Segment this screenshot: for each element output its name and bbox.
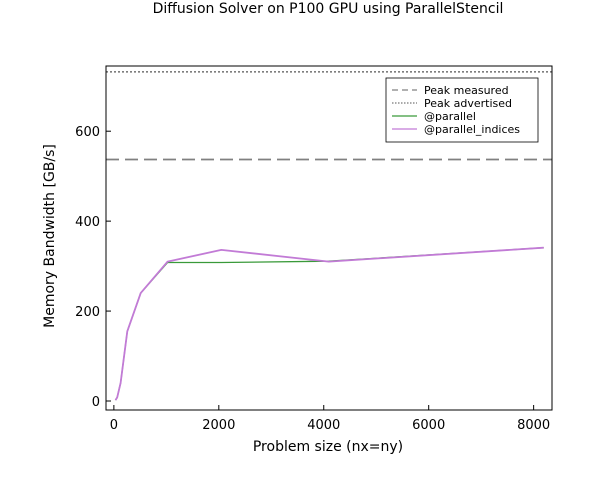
- series-line-0: [114, 247, 544, 401]
- y-tick-label: 600: [75, 125, 100, 140]
- legend-label: Peak advertised: [424, 97, 512, 110]
- legend-label: @parallel: [424, 110, 476, 123]
- x-tick-label: 6000: [412, 418, 445, 433]
- legend-label: Peak measured: [424, 84, 509, 97]
- x-tick-label: 8000: [517, 418, 550, 433]
- y-tick-label: 0: [92, 395, 100, 410]
- x-tick-label: 0: [110, 418, 118, 433]
- x-axis-label: Problem size (nx=ny): [253, 439, 403, 455]
- x-tick-label: 4000: [307, 418, 340, 433]
- chart-title: Diffusion Solver on P100 GPU using Paral…: [153, 1, 504, 17]
- plot-frame: [105, 65, 553, 411]
- reference-lines: [106, 71, 552, 161]
- y-axis-label: Memory Bandwidth [GB/s]: [42, 144, 58, 328]
- y-tick-label: 200: [75, 305, 100, 320]
- legend-label: @parallel_indices: [424, 123, 520, 136]
- x-axis-ticks: 0 2000 4000 6000 8000: [110, 405, 550, 433]
- y-tick-label: 400: [75, 215, 100, 230]
- legend-box: [385, 77, 539, 143]
- x-tick-label: 2000: [202, 418, 235, 433]
- series-line-1: [114, 246, 544, 401]
- series-lines: [114, 246, 544, 401]
- y-axis-ticks: 0 200 400 600: [75, 125, 111, 410]
